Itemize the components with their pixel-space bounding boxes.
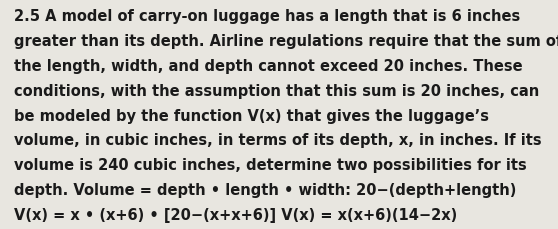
Text: 2.5 A model of carry-on luggage has a length that is 6 inches: 2.5 A model of carry-on luggage has a le…: [14, 9, 520, 24]
Text: be modeled by the function V(x) that gives the luggage’s: be modeled by the function V(x) that giv…: [14, 108, 489, 123]
Text: volume is 240 cubic inches, determine two possibilities for its: volume is 240 cubic inches, determine tw…: [14, 158, 527, 172]
Text: greater than its depth. Airline regulations require that the sum of: greater than its depth. Airline regulati…: [14, 34, 558, 49]
Text: depth. Volume = depth • length • width: 20−(depth+length): depth. Volume = depth • length • width: …: [14, 182, 516, 197]
Text: volume, in cubic inches, in terms of its depth, x, in inches. If its: volume, in cubic inches, in terms of its…: [14, 133, 542, 148]
Text: the length, width, and depth cannot exceed 20 inches. These: the length, width, and depth cannot exce…: [14, 59, 523, 74]
Text: conditions, with the assumption that this sum is 20 inches, can: conditions, with the assumption that thi…: [14, 83, 539, 98]
Text: V(x) = x • (x+6) • [20−(x+x+6)] V(x) = x(x+6)(14−2x): V(x) = x • (x+6) • [20−(x+x+6)] V(x) = x…: [14, 207, 457, 222]
